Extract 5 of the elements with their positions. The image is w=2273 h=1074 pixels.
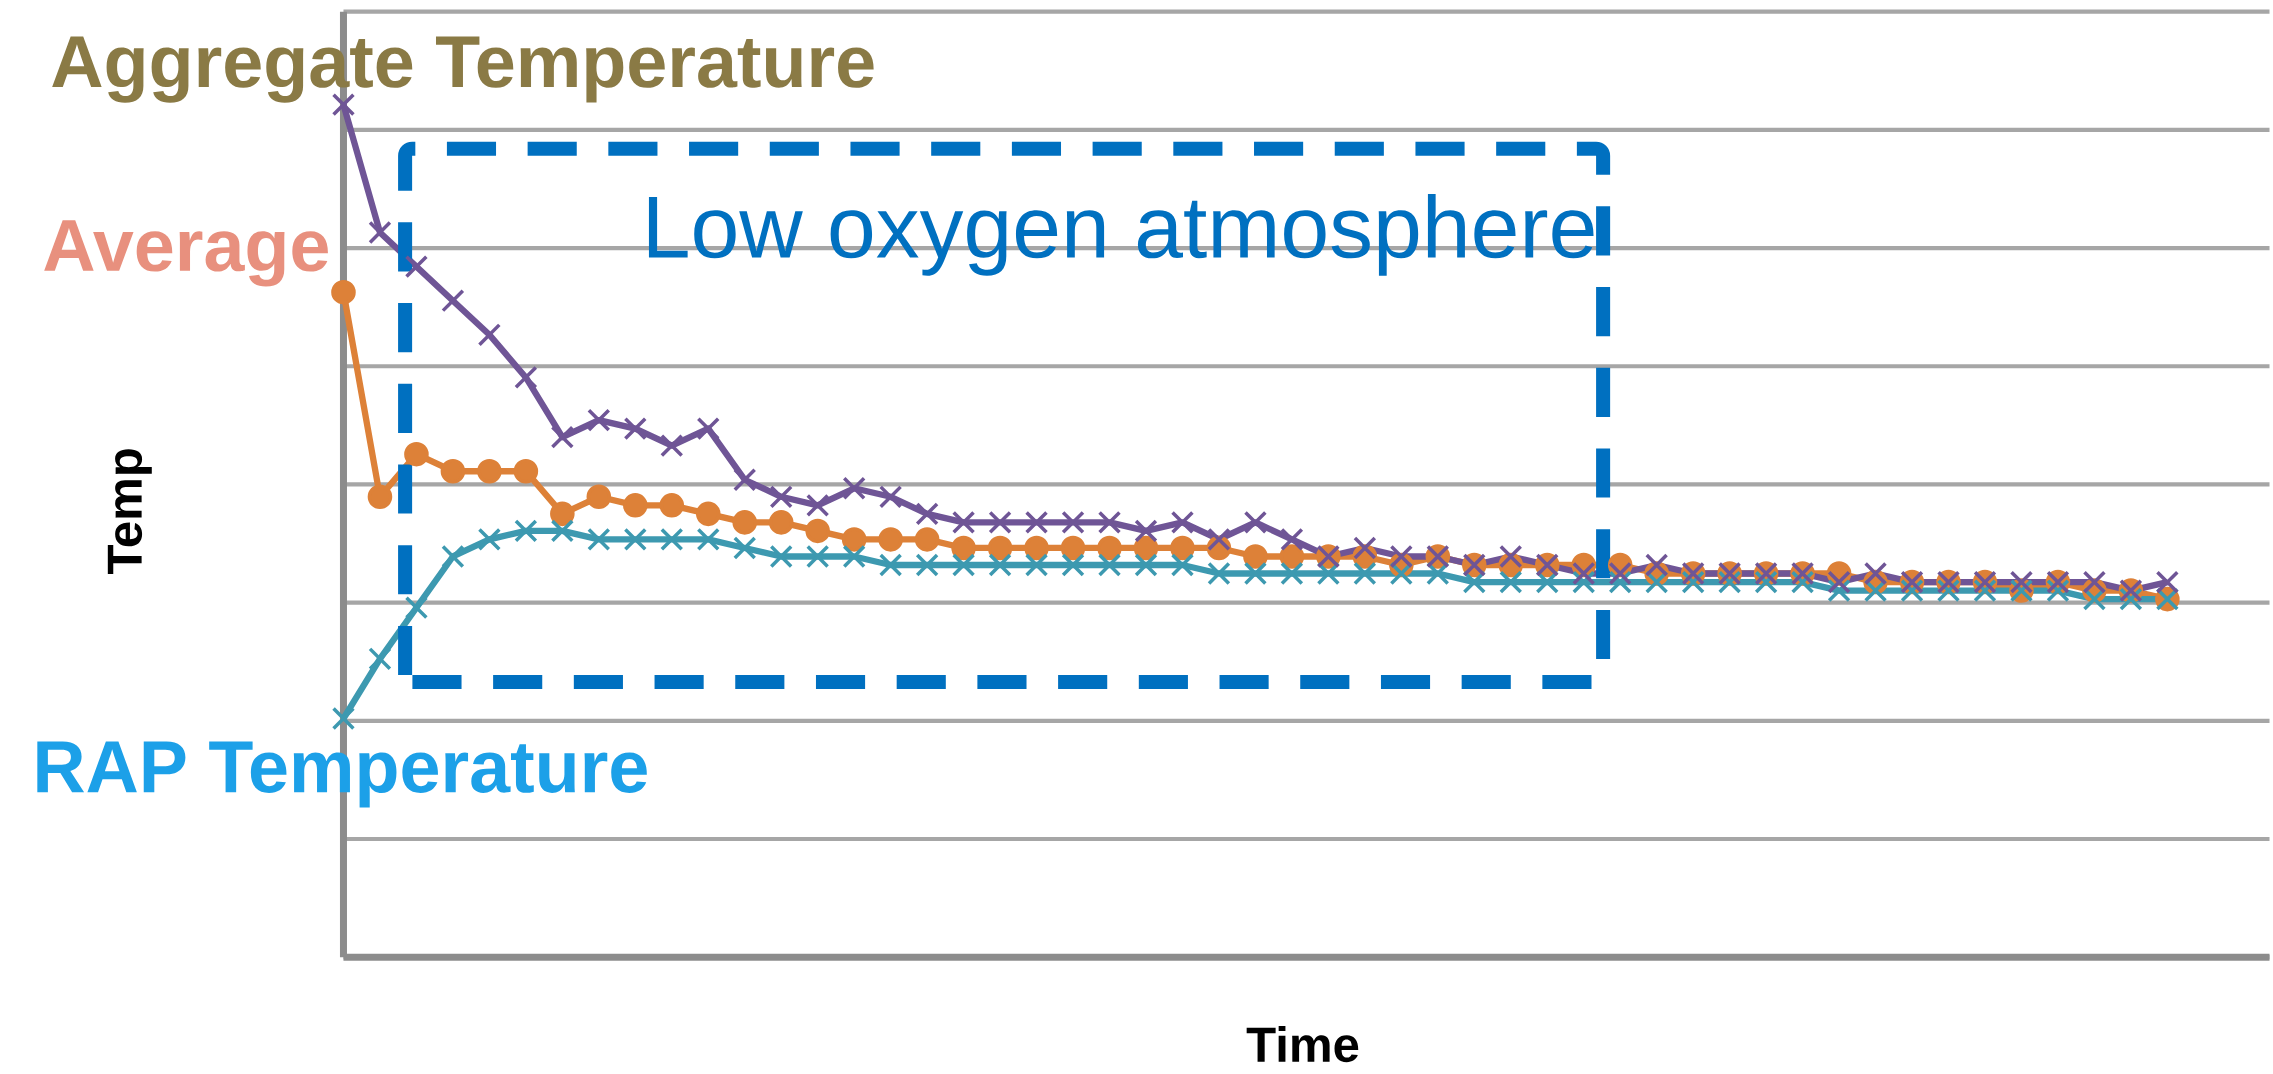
- annotation: Low oxygen atmosphere: [648, 194, 1594, 276]
- x-axis-title: Time: [1246, 1026, 1359, 1063]
- y-axis-title: Temp: [107, 449, 152, 575]
- legend-label: Average: [44, 220, 328, 287]
- series-label: RAP Temperature: [37, 741, 647, 808]
